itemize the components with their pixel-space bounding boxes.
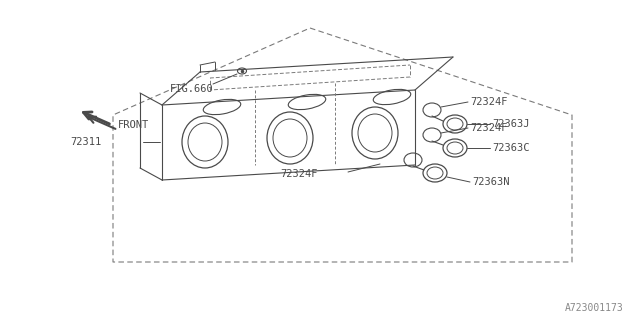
- Text: 72324F: 72324F: [470, 97, 508, 107]
- Text: 72324F: 72324F: [470, 123, 508, 133]
- Text: A723001173: A723001173: [565, 303, 624, 313]
- Text: 72363J: 72363J: [492, 119, 529, 129]
- Text: 72363N: 72363N: [472, 177, 509, 187]
- Text: 72324F: 72324F: [280, 169, 317, 179]
- Text: 72311: 72311: [70, 137, 101, 147]
- Text: 72363C: 72363C: [492, 143, 529, 153]
- Text: FRONT: FRONT: [118, 120, 149, 130]
- Text: FIG.660: FIG.660: [170, 84, 214, 94]
